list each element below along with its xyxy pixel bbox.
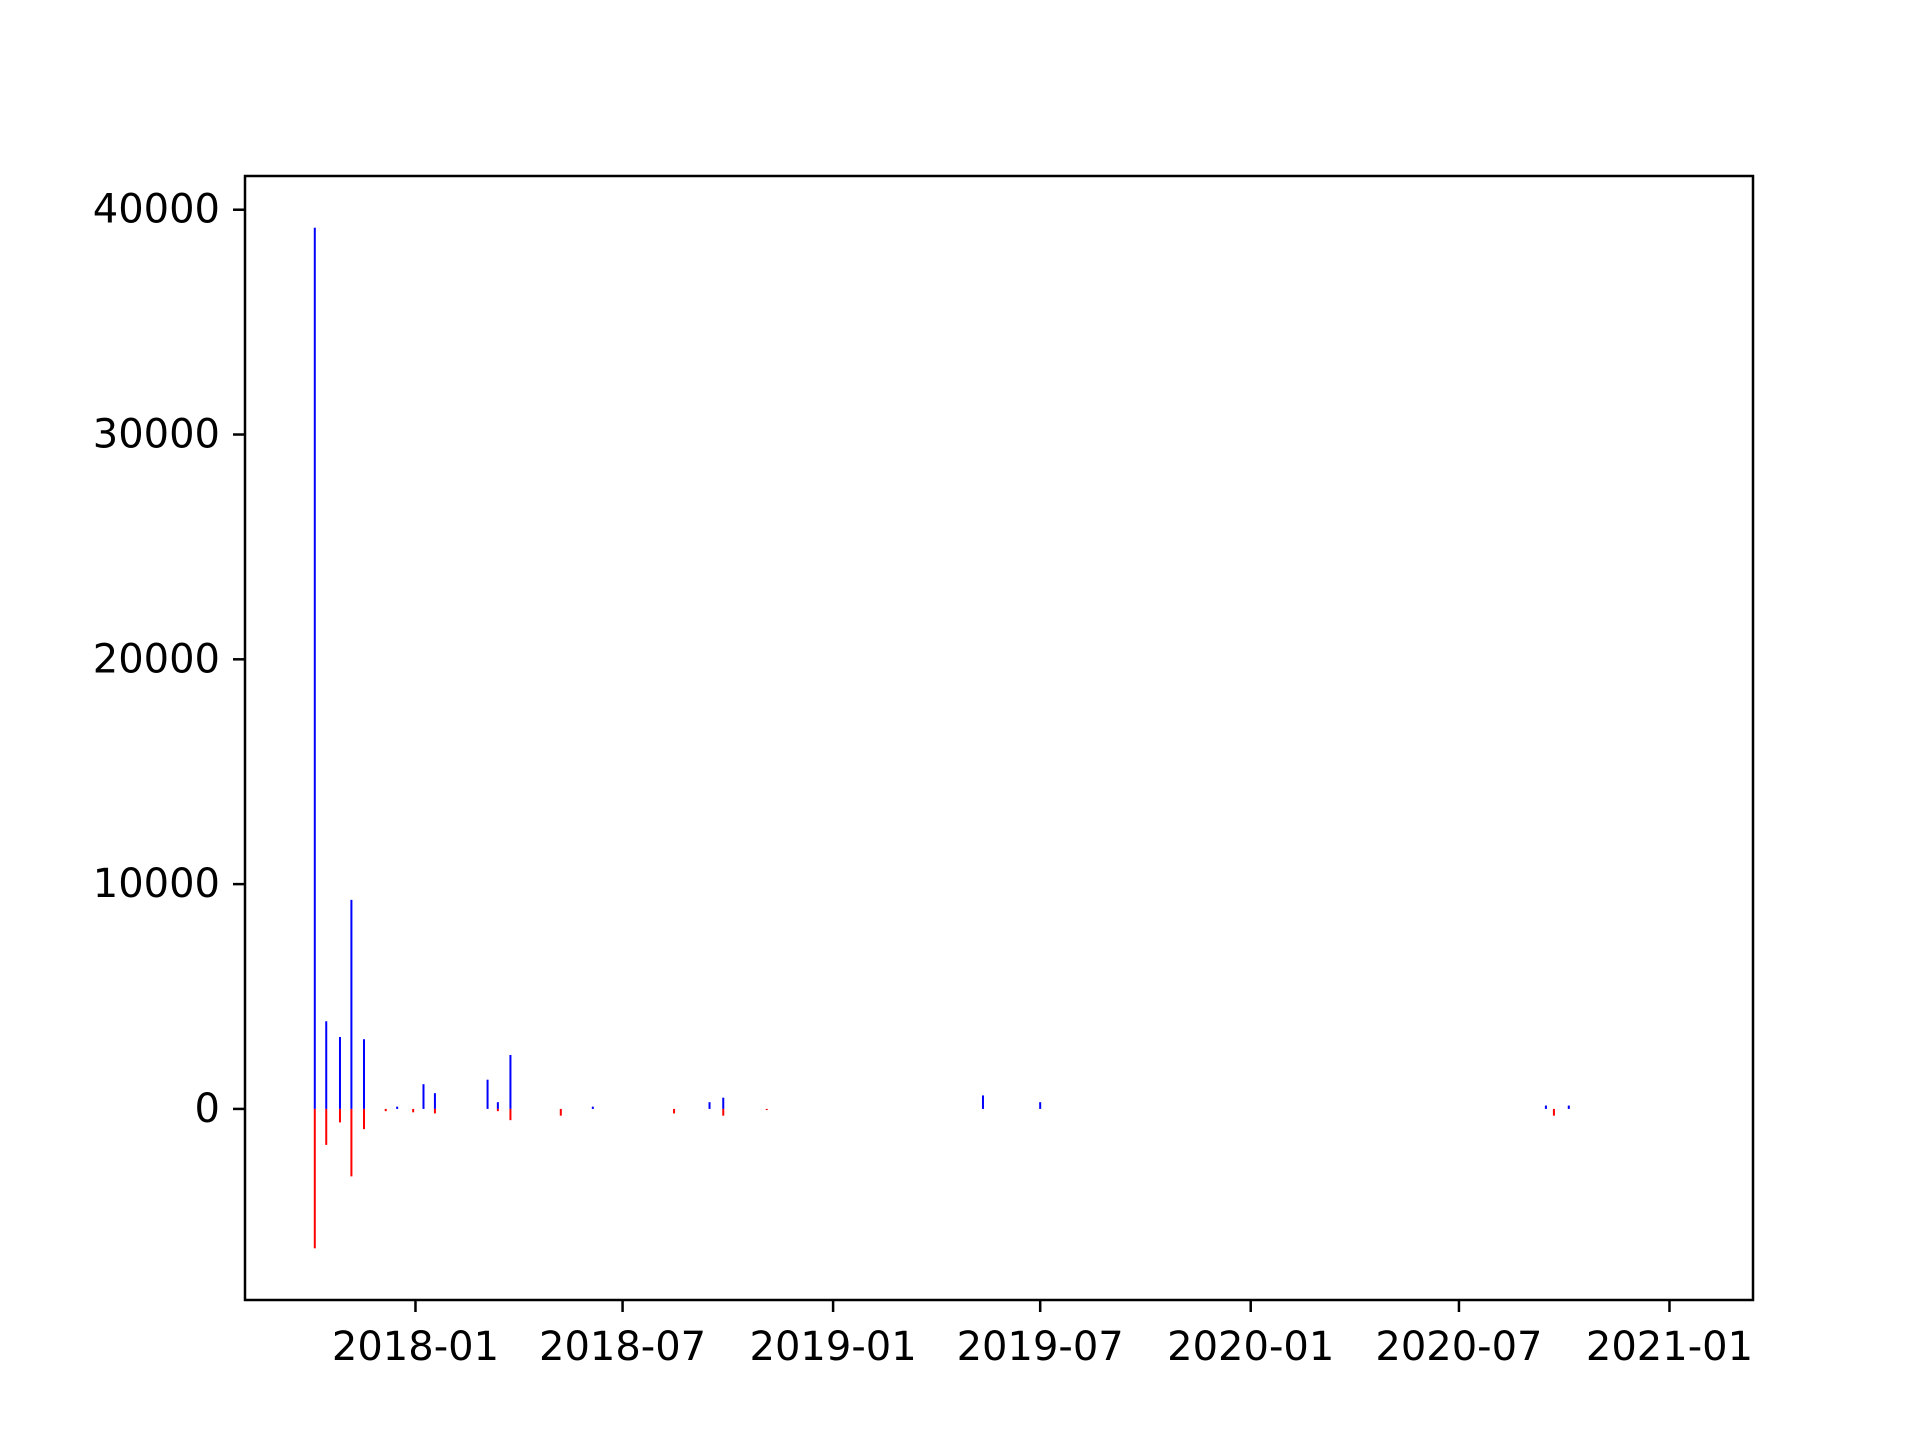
x-tick-label: 2018-01: [332, 1324, 499, 1370]
bar-series-0-15: [1039, 1102, 1042, 1109]
bar-series-1-3: [350, 1108, 353, 1177]
y-axis: 0 10000 20000 30000 40000: [93, 187, 245, 1132]
x-tick-label: 2020-01: [1167, 1324, 1334, 1370]
plot-frame: [243, 174, 1755, 1302]
bar-series-0-2: [338, 1036, 341, 1109]
bar-series-0-10: [509, 1054, 512, 1109]
bar-series-0-12: [708, 1102, 711, 1109]
bar-series-0-3: [350, 899, 353, 1109]
x-tick-label: 2020-07: [1375, 1324, 1542, 1370]
x-axis: 2018-01 2018-07 2019-01 2019-07 2020-01 2020-…: [332, 1300, 1753, 1370]
bar-series-1-2: [338, 1108, 341, 1123]
bars-layer: [313, 227, 1570, 1249]
bar-series-0-1: [325, 1021, 328, 1109]
bar-series-0-6: [422, 1084, 425, 1109]
bar-series-0-11: [591, 1106, 594, 1109]
bar-series-0-9: [496, 1102, 499, 1109]
y-tick-label: 0: [195, 1086, 220, 1132]
bar-series-0-4: [362, 1039, 365, 1109]
bar-series-1-8: [496, 1108, 499, 1112]
bar-series-0-17: [1567, 1105, 1570, 1109]
x-tick-label: 2019-07: [957, 1324, 1124, 1370]
bar-series-0-8: [486, 1079, 489, 1109]
bar-series-1-1: [325, 1108, 328, 1145]
bar-series-0-7: [433, 1093, 436, 1109]
bar-series-1-5: [384, 1108, 387, 1112]
bar-series-1-9: [509, 1108, 512, 1121]
bar-series-0-16: [1544, 1105, 1547, 1109]
bar-series-1-14: [1552, 1108, 1555, 1116]
x-tick-label: 2021-01: [1586, 1324, 1753, 1370]
x-tick-label: 2019-01: [750, 1324, 917, 1370]
bar-series-0-13: [722, 1097, 725, 1109]
bar-series-1-6: [412, 1108, 415, 1113]
bar-series-0-0: [313, 227, 316, 1109]
bar-series-1-4: [362, 1108, 365, 1130]
bar-series-1-11: [673, 1108, 676, 1114]
bar-series-1-7: [433, 1108, 436, 1114]
bar-series-1-13: [765, 1108, 768, 1111]
bar-series-1-10: [559, 1108, 562, 1116]
y-tick-label: 10000: [93, 861, 220, 907]
bar-series-0-5: [396, 1106, 399, 1109]
bar-series-1-0: [313, 1108, 316, 1249]
y-tick-label: 20000: [93, 636, 220, 682]
y-tick-label: 40000: [93, 187, 220, 233]
y-tick-label: 30000: [93, 412, 220, 458]
bar-series-1-12: [722, 1108, 725, 1116]
bar-series-0-14: [981, 1095, 984, 1109]
x-tick-label: 2018-07: [539, 1324, 706, 1370]
